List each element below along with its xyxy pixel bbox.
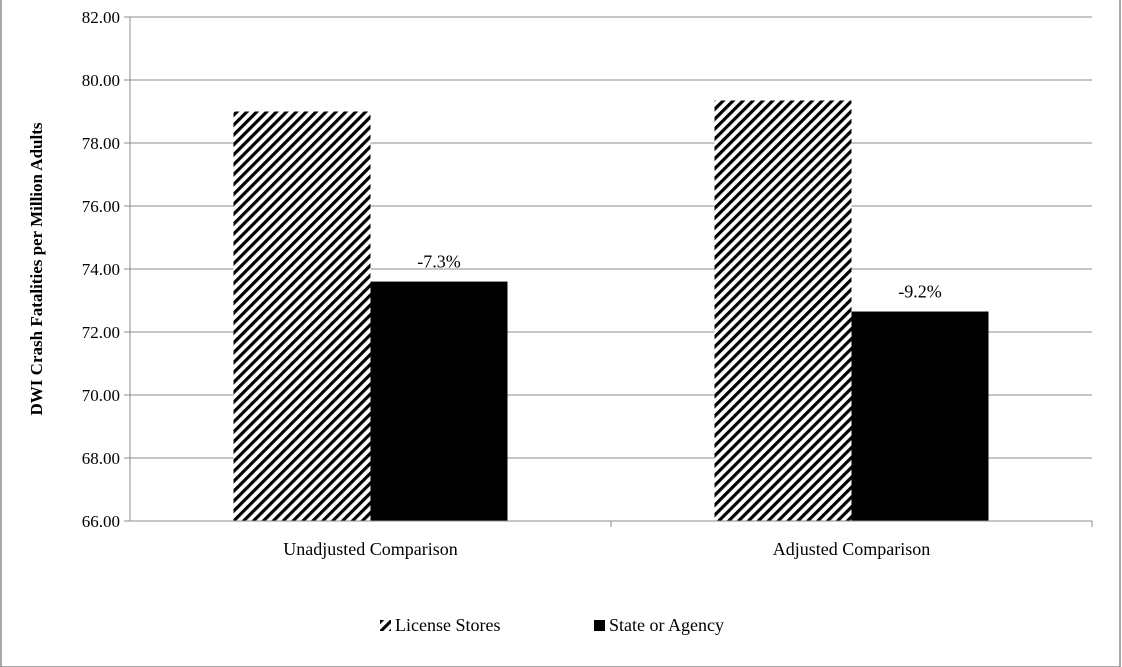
legend: License Stores State or Agency xyxy=(380,615,724,635)
legend-label: State or Agency xyxy=(609,615,724,635)
bar-license-stores-0 xyxy=(233,111,371,521)
labels: 66.00 68.00 70.00 72.00 74.00 76.00 78.00 80.00… xyxy=(27,8,942,559)
legend-label: License Stores xyxy=(395,615,500,635)
y-tick-label: 70.00 xyxy=(82,386,120,405)
y-tick-label: 66.00 xyxy=(82,512,120,531)
y-tick-label: 80.00 xyxy=(82,71,120,90)
x-category-label: Unadjusted Comparison xyxy=(283,539,457,559)
data-label: -9.2% xyxy=(898,282,942,302)
y-tick-label: 68.00 xyxy=(82,449,120,468)
legend-swatch-license-stores xyxy=(380,620,391,631)
y-tick-label: 82.00 xyxy=(82,8,120,27)
bar-license-stores-1 xyxy=(714,100,852,521)
bar-state-or-agency-1 xyxy=(851,311,989,521)
bars xyxy=(233,100,989,521)
y-axis-title: DWI Crash Fatalities per Million Adults xyxy=(27,122,46,415)
y-tick-label: 78.00 xyxy=(82,134,120,153)
legend-swatch-state-or-agency xyxy=(594,620,605,631)
y-tick-label: 74.00 xyxy=(82,260,120,279)
y-tick-label: 76.00 xyxy=(82,197,120,216)
axes xyxy=(124,16,1093,527)
x-category-label: Adjusted Comparison xyxy=(773,539,931,559)
data-label: -7.3% xyxy=(417,252,461,272)
y-tick-label: 72.00 xyxy=(82,323,120,342)
bar-state-or-agency-0 xyxy=(370,281,508,521)
